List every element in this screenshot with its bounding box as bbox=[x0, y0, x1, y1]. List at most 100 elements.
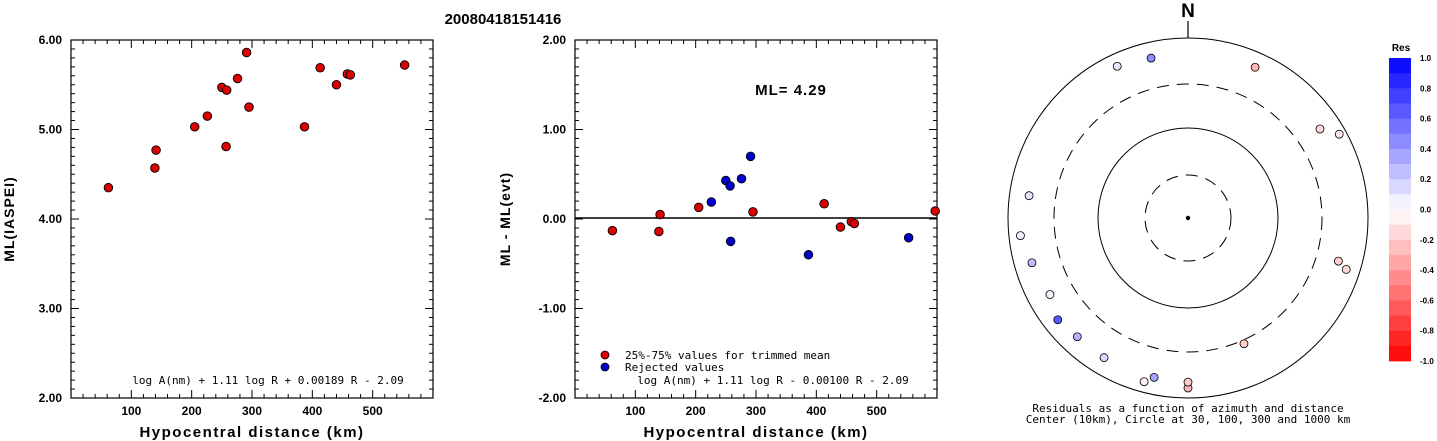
trimmed-mean-point bbox=[655, 209, 665, 220]
station-point bbox=[221, 85, 232, 95]
p2-ticks: 100 200 300 400 500 -2.00 -1.00 0.00 1.00 2.00 bbox=[539, 33, 937, 418]
station-point bbox=[221, 141, 231, 152]
ml-value-annotation: ML= 4.29 bbox=[755, 82, 827, 99]
ring-1000km bbox=[1007, 37, 1369, 399]
p1-plot-frame bbox=[70, 39, 434, 399]
residual-point bbox=[1024, 191, 1034, 201]
p2-points bbox=[607, 151, 940, 260]
rejected-point bbox=[725, 236, 736, 247]
colorbar-tick-label: 0.2 bbox=[1420, 175, 1432, 184]
station-point bbox=[151, 145, 161, 155]
residual-point bbox=[1045, 290, 1055, 299]
rejected-point bbox=[706, 197, 717, 207]
legend-label-rejected: Rejected values bbox=[625, 361, 724, 374]
p1-x-axis-title: Hypocentral distance (km) bbox=[139, 424, 364, 441]
colorbar-cells bbox=[1389, 58, 1411, 362]
p1-formula: log A(nm) + 1.11 log R + 0.00189 R - 2.0… bbox=[132, 374, 404, 387]
ring-300km bbox=[1053, 83, 1323, 353]
p2-y-tick-label: 0.00 bbox=[543, 212, 567, 226]
colorbar-title: Res bbox=[1392, 43, 1411, 54]
rejected-point bbox=[736, 173, 747, 184]
trimmed-mean-point bbox=[835, 222, 846, 232]
colorbar-cell bbox=[1389, 239, 1411, 256]
colorbar-tick-label: 1.0 bbox=[1420, 54, 1432, 63]
p2-y-tick-label: -1.00 bbox=[539, 302, 567, 316]
p1-y-tick-label: 5.00 bbox=[39, 123, 63, 137]
p1-x-tick-label: 200 bbox=[182, 404, 202, 418]
residual-point bbox=[1016, 231, 1025, 241]
station-point bbox=[331, 79, 342, 90]
colorbar-cell bbox=[1389, 133, 1411, 150]
p2-x-tick-label: 300 bbox=[746, 404, 766, 418]
legend-marker-rejected bbox=[600, 362, 610, 372]
trimmed-mean-point bbox=[654, 226, 664, 237]
p1-y-tick-label: 4.00 bbox=[39, 212, 63, 226]
p1-x-tick-label: 400 bbox=[302, 404, 322, 418]
p2-x-tick-label: 500 bbox=[867, 404, 887, 418]
p2-x-tick-label: 400 bbox=[806, 404, 826, 418]
epicenter-dot bbox=[1185, 215, 1191, 221]
colorbar-tick-label: -0.2 bbox=[1420, 236, 1434, 245]
p2-y-axis-title: ML - ML(evt) bbox=[497, 172, 513, 266]
p1-x-tick-label: 100 bbox=[121, 404, 141, 418]
p2-x-axis-title: Hypocentral distance (km) bbox=[643, 424, 868, 441]
trimmed-mean-point bbox=[819, 199, 829, 209]
residual-point bbox=[1149, 372, 1159, 382]
p3-points bbox=[1016, 53, 1351, 393]
north-label: N bbox=[1181, 1, 1195, 22]
colorbar-cell bbox=[1389, 330, 1411, 347]
residual-point bbox=[1250, 62, 1260, 72]
p1-ticks: 100 200 300 400 500 2.00 3.00 4.00 5.00 6.00 bbox=[39, 33, 433, 418]
colorbar-cell bbox=[1389, 179, 1411, 195]
station-point bbox=[399, 60, 410, 70]
rejected-point bbox=[725, 181, 735, 191]
station-point bbox=[150, 163, 160, 173]
colorbar-cell bbox=[1389, 194, 1411, 210]
p2-y-tick-label: -2.00 bbox=[539, 391, 567, 405]
ring-100km bbox=[1097, 127, 1279, 309]
ring-30km bbox=[1144, 174, 1232, 262]
p1-y-tick-label: 6.00 bbox=[39, 33, 63, 47]
residual-point bbox=[1333, 256, 1343, 266]
colorbar-tick-label: 0.8 bbox=[1420, 84, 1432, 93]
trimmed-mean-point bbox=[930, 206, 940, 216]
residual-point bbox=[1112, 61, 1122, 71]
colorbar-tick-label: 0.6 bbox=[1420, 115, 1432, 124]
colorbar-cell bbox=[1389, 270, 1411, 286]
colorbar-cell bbox=[1389, 254, 1411, 271]
figure-title: 20080418151416 bbox=[445, 11, 562, 28]
station-point bbox=[299, 122, 310, 132]
colorbar-cell bbox=[1389, 209, 1411, 226]
ml-residual-chart: 100 200 300 400 500 -2.00 -1.00 0.00 1.00 2.00 Hy… bbox=[497, 33, 940, 441]
colorbar-cell bbox=[1389, 73, 1411, 89]
residual-point bbox=[1072, 332, 1082, 342]
residual-colorbar: Res 1.0 0.8 0.6 0.4 0.2 0.0 -0.2 -0.4 -0.6 -0.8 -1… bbox=[1389, 43, 1434, 366]
p1-y-tick-label: 3.00 bbox=[39, 302, 63, 316]
p2-formula: log A(nm) + 1.11 log R - 0.00100 R - 2.0… bbox=[637, 374, 909, 387]
polar-caption-line1: Residuals as a function of azimuth and d… bbox=[1032, 402, 1343, 415]
colorbar-ticks: 1.0 0.8 0.6 0.4 0.2 0.0 -0.2 -0.4 -0.6 -0.8 -1.0 bbox=[1420, 54, 1434, 366]
colorbar-tick-label: -1.0 bbox=[1420, 357, 1434, 366]
residual-point bbox=[1183, 377, 1193, 387]
residual-point bbox=[1139, 377, 1149, 387]
station-point bbox=[241, 47, 252, 58]
rejected-point bbox=[903, 233, 914, 243]
p2-y-tick-label: 2.00 bbox=[543, 33, 567, 47]
p1-y-tick-label: 2.00 bbox=[39, 391, 63, 405]
legend-marker-trimmed bbox=[600, 350, 610, 360]
colorbar-cell bbox=[1389, 315, 1411, 332]
residual-point bbox=[1027, 258, 1037, 268]
colorbar-cell bbox=[1389, 224, 1411, 241]
ml-iaspei-chart: 100 200 300 400 500 2.00 3.00 4.00 5.00 6.00 Hypo… bbox=[1, 33, 434, 441]
rejected-point bbox=[803, 250, 814, 260]
colorbar-tick-label: 0.4 bbox=[1420, 145, 1432, 154]
colorbar-cell bbox=[1389, 285, 1411, 301]
trimmed-mean-point bbox=[693, 202, 704, 213]
residual-point bbox=[1239, 339, 1249, 349]
colorbar-cell bbox=[1389, 58, 1411, 74]
residual-point bbox=[1099, 353, 1109, 363]
p1-x-tick-label: 300 bbox=[242, 404, 262, 418]
trimmed-mean-point bbox=[748, 207, 758, 217]
colorbar-tick-label: 0.0 bbox=[1420, 206, 1432, 215]
